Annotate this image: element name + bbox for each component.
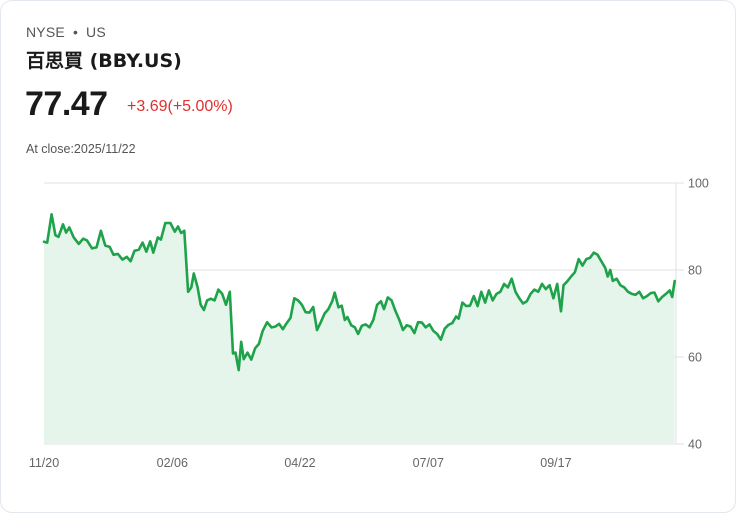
y-tick-label: 60: [688, 351, 702, 365]
y-tick-label: 80: [688, 264, 702, 278]
separator-dot: •: [72, 24, 79, 40]
close-timestamp: At close:2025/11/22: [26, 142, 136, 156]
y-tick-label: 40: [688, 438, 702, 452]
x-tick-label: 07/07: [413, 456, 444, 470]
y-tick-label: 100: [688, 177, 709, 191]
price-area-fill: [44, 214, 675, 444]
stock-title: 百思買 (BBY.US): [26, 50, 182, 72]
current-price: 77.47: [25, 85, 108, 123]
exchange-name: NYSE: [26, 24, 65, 40]
x-tick-label: 04/22: [284, 456, 315, 470]
x-axis: 11/20 02/06 04/22 07/07 09/17: [29, 456, 572, 470]
x-tick-label: 02/06: [157, 456, 188, 470]
x-tick-label: 11/20: [29, 456, 59, 470]
exchange-label: NYSE • US: [26, 24, 106, 40]
price-line: [42, 213, 676, 372]
y-axis: 100 80 60 40: [688, 177, 709, 452]
price-change: +3.69(+5.00%): [127, 98, 233, 115]
market-name: US: [86, 24, 106, 40]
x-tick-label: 09/17: [540, 456, 571, 470]
